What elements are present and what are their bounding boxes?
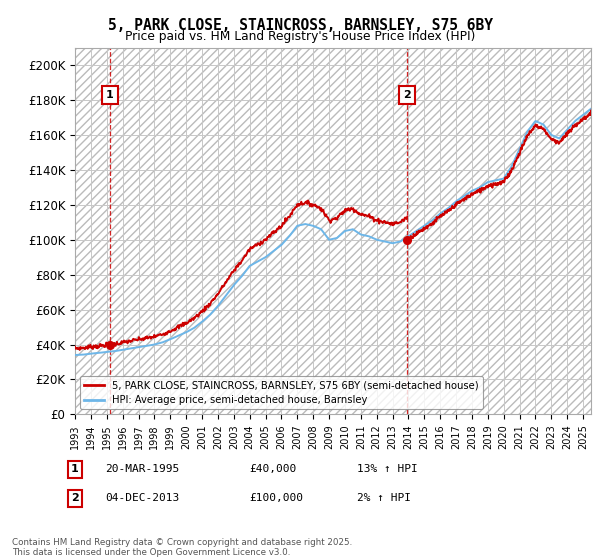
Bar [75, 48, 591, 414]
Text: Contains HM Land Registry data © Crown copyright and database right 2025.
This d: Contains HM Land Registry data © Crown c… [12, 538, 352, 557]
Text: 04-DEC-2013: 04-DEC-2013 [105, 493, 179, 503]
Text: 1: 1 [106, 90, 114, 100]
Legend: 5, PARK CLOSE, STAINCROSS, BARNSLEY, S75 6BY (semi-detached house), HPI: Average: 5, PARK CLOSE, STAINCROSS, BARNSLEY, S75… [80, 376, 482, 409]
Text: 2: 2 [71, 493, 79, 503]
Text: 2% ↑ HPI: 2% ↑ HPI [357, 493, 411, 503]
Text: 20-MAR-1995: 20-MAR-1995 [105, 464, 179, 474]
Text: 13% ↑ HPI: 13% ↑ HPI [357, 464, 418, 474]
Text: £40,000: £40,000 [249, 464, 296, 474]
Text: £100,000: £100,000 [249, 493, 303, 503]
Text: 5, PARK CLOSE, STAINCROSS, BARNSLEY, S75 6BY: 5, PARK CLOSE, STAINCROSS, BARNSLEY, S75… [107, 18, 493, 33]
Text: 2: 2 [403, 90, 411, 100]
Text: Price paid vs. HM Land Registry's House Price Index (HPI): Price paid vs. HM Land Registry's House … [125, 30, 475, 43]
Text: 1: 1 [71, 464, 79, 474]
